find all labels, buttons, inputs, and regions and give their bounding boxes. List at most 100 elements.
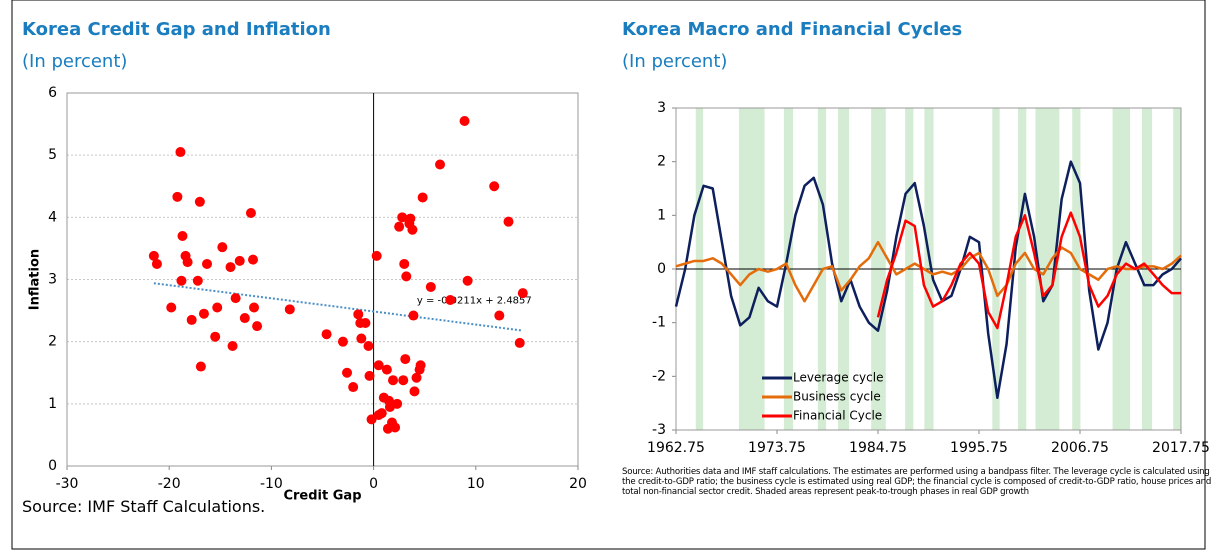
- point: [227, 341, 238, 352]
- point: [517, 288, 528, 299]
- point: [411, 372, 422, 383]
- chart-subtitle: (In percent): [22, 51, 127, 72]
- point: [392, 398, 403, 409]
- point: [217, 242, 228, 253]
- point: [394, 221, 405, 232]
- legend-label: Business cycle: [793, 390, 881, 404]
- point: [399, 258, 410, 269]
- point: [212, 302, 223, 313]
- source-note: Source: IMF Staff Calculations.: [22, 497, 266, 516]
- point: [409, 386, 420, 397]
- point: [401, 271, 412, 282]
- chart-subtitle: (In percent): [622, 51, 727, 72]
- point: [388, 375, 399, 386]
- point: [175, 147, 186, 158]
- point: [400, 354, 411, 365]
- point: [234, 255, 245, 266]
- point: [390, 422, 401, 433]
- x-tick-label: 2017.75: [1152, 440, 1210, 456]
- chart-title: Korea Macro and Financial Cycles: [622, 19, 962, 40]
- x-axis-label: Credit Gap: [283, 489, 361, 504]
- x-tick-label: -10: [260, 476, 283, 492]
- point: [252, 321, 263, 332]
- point: [239, 313, 250, 324]
- point: [408, 310, 419, 321]
- point: [397, 212, 408, 223]
- point: [371, 250, 382, 261]
- point: [202, 258, 213, 269]
- point: [407, 224, 418, 235]
- x-tick-label: 2006.75: [1051, 440, 1109, 456]
- y-axis-label: Inflation: [28, 249, 43, 310]
- y-tick-label: 5: [48, 147, 57, 163]
- y-tick-label: 1: [657, 207, 666, 223]
- x-tick-label: 1973.75: [748, 440, 806, 456]
- point: [489, 181, 500, 192]
- frame: [11, 0, 1206, 550]
- point: [376, 408, 387, 419]
- x-tick-label: -20: [158, 476, 181, 492]
- point: [182, 257, 193, 268]
- point: [194, 196, 205, 207]
- legend-label: Financial Cycle: [793, 409, 882, 423]
- point: [195, 361, 206, 372]
- x-tick-label: 20: [569, 476, 587, 492]
- point: [166, 302, 177, 313]
- point: [172, 191, 183, 202]
- x-tick-label: -30: [56, 476, 79, 492]
- point: [494, 310, 505, 321]
- point: [398, 375, 409, 386]
- x-tick-label: 1962.75: [647, 440, 705, 456]
- point: [363, 341, 374, 352]
- y-tick-label: 0: [657, 261, 666, 277]
- y-tick-label: -1: [652, 315, 666, 331]
- point: [435, 159, 446, 170]
- y-tick-label: 1: [48, 396, 57, 412]
- x-tick-label: 1995.75: [950, 440, 1008, 456]
- point: [248, 254, 259, 265]
- chart-title: Korea Credit Gap and Inflation: [22, 19, 331, 40]
- point: [445, 295, 456, 306]
- series-line: [675, 240, 1182, 303]
- point: [151, 258, 162, 269]
- point: [342, 367, 353, 378]
- x-tick-label: 10: [467, 476, 485, 492]
- y-tick-label: 4: [48, 209, 57, 225]
- point: [366, 414, 377, 425]
- point: [514, 337, 525, 348]
- y-tick-label: 3: [657, 100, 666, 116]
- series-line: [674, 160, 1182, 400]
- point: [415, 360, 426, 371]
- x-tick-label: 0: [369, 476, 378, 492]
- point: [337, 336, 348, 347]
- point: [425, 281, 436, 292]
- y-tick-label: 2: [48, 334, 57, 350]
- point: [230, 293, 241, 304]
- trendline-label: y = -0.0211x + 2.4857: [417, 295, 532, 306]
- source-note: Source: Authorities data and IMF staff c…: [622, 467, 1212, 497]
- point: [249, 302, 260, 313]
- point: [503, 216, 514, 227]
- point: [210, 331, 221, 342]
- point: [348, 382, 359, 393]
- point: [381, 364, 392, 375]
- y-tick-label: 3: [48, 272, 57, 288]
- point: [360, 318, 371, 329]
- point: [417, 192, 428, 203]
- point: [225, 262, 236, 273]
- y-tick-label: 0: [48, 458, 57, 474]
- trendline: [153, 282, 522, 332]
- point: [321, 329, 332, 340]
- series-line: [876, 211, 1181, 330]
- point: [148, 250, 159, 261]
- plot-area: [66, 92, 579, 467]
- legend-label: Leverage cycle: [793, 371, 883, 385]
- point: [284, 304, 295, 315]
- y-tick-label: -2: [652, 368, 666, 384]
- y-tick-label: 2: [657, 154, 666, 170]
- y-tick-label: -3: [652, 422, 666, 438]
- point: [198, 308, 209, 319]
- point: [176, 275, 187, 286]
